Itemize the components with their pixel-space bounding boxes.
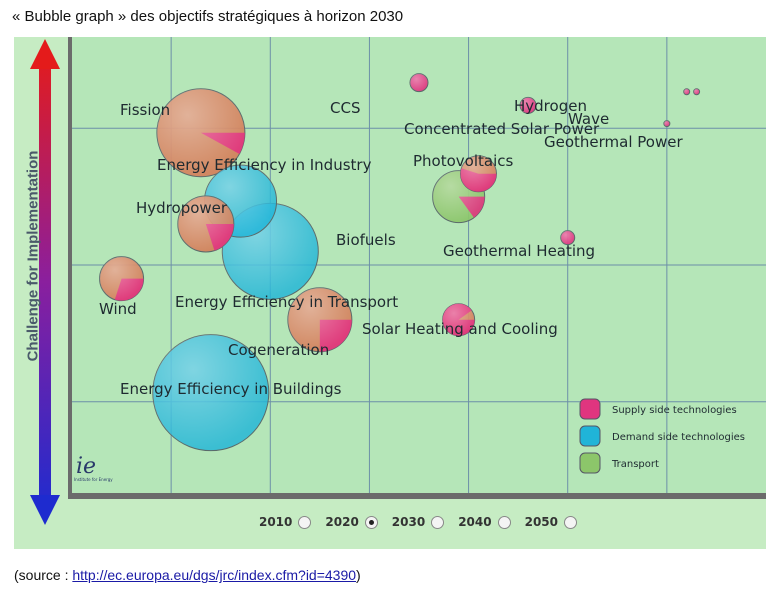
bubble-label: Energy Efficiency in Buildings [120, 380, 342, 398]
year-radio[interactable] [497, 515, 511, 529]
bubble-geothermal-power-highlight [663, 120, 670, 127]
bubble-label: Concentrated Solar Power [404, 120, 600, 138]
legend-swatch [579, 452, 601, 474]
bubble-cogeneration[interactable] [287, 287, 353, 353]
chart-legend: Supply side technologies Demand side tech… [579, 398, 745, 474]
bubble-concentrated-solar-power-highlight [520, 97, 537, 114]
bubble-geothermal-power[interactable] [663, 120, 671, 128]
bubble-wind-highlight [99, 256, 144, 301]
year-option-2030[interactable]: 2030 [391, 515, 445, 529]
year-bar-background [72, 499, 766, 549]
challenge-arrow-down-icon [30, 495, 60, 525]
year-option-2010[interactable]: 2010 [258, 515, 312, 529]
year-option-label: 2050 [524, 515, 559, 529]
chart-panel: Energy Efficiency in Buildings Energy Eff… [14, 37, 766, 549]
bubble-photovoltaics[interactable] [459, 155, 497, 193]
bubble-photovoltaics-highlight [460, 155, 497, 192]
bubble-label: Solar Heating and Cooling [362, 320, 558, 338]
y-axis-label: Challenge for Implementation [24, 101, 42, 411]
y-axis-line [68, 37, 72, 497]
bubble-label: Photovoltaics [413, 152, 513, 170]
bubble-chart: Energy Efficiency in Buildings Energy Eff… [14, 37, 766, 549]
year-option-2040[interactable]: 2040 [458, 515, 511, 529]
bubble-hydropower[interactable] [177, 195, 235, 253]
year-option-label: 2020 [325, 515, 359, 529]
bubble-label: Wave [568, 110, 609, 128]
bubble-solar-heating-and-cooling[interactable] [442, 303, 476, 337]
bubble-hydrogen[interactable] [683, 88, 691, 96]
bubble-label: Cogeneration [228, 341, 329, 359]
bubble-label: Wind [99, 300, 137, 318]
bubble-energy-efficiency-in-buildings-highlight [152, 334, 269, 451]
challenge-arrow-shaft [39, 51, 51, 513]
bubble-geothermal-heating-highlight [560, 230, 575, 245]
year-selector: 2010 2020 2030 2040 2050 [72, 497, 764, 547]
bubble-label: Biofuels [336, 231, 396, 249]
bubble-solar-heating-and-cooling-highlight [442, 303, 475, 336]
page-caption: « Bubble graph » des objectifs stratégiq… [12, 8, 404, 25]
legend-swatch [579, 398, 601, 420]
ie-logo-text: Institute for Energy [74, 477, 113, 482]
bubble-wave[interactable] [693, 88, 701, 96]
bubble-label: Energy Efficiency in Transport [175, 293, 398, 311]
bubble-fission[interactable] [156, 88, 246, 178]
year-radio[interactable] [564, 515, 578, 529]
bubble-labels-layer: Energy Efficiency in Buildings Energy Eff… [99, 97, 683, 398]
bubbles-layer [99, 73, 701, 452]
bubble-wave-highlight [693, 88, 700, 95]
source-suffix: ) [356, 567, 361, 583]
year-radio[interactable] [364, 515, 378, 529]
bubble-cogeneration-highlight [287, 287, 352, 352]
legend-label: Demand side technologies [612, 432, 745, 443]
year-option-label: 2010 [258, 515, 293, 529]
bubble-label: Hydrogen [514, 97, 587, 115]
source-prefix: (source : [14, 567, 73, 583]
bubble-label: Geothermal Power [544, 133, 683, 151]
year-radio[interactable] [431, 515, 445, 529]
legend-label: Supply side technologies [612, 405, 737, 416]
bubble-geothermal-heating[interactable] [560, 230, 576, 246]
bubble-fission-highlight [156, 88, 245, 177]
bubble-energy-efficiency-in-buildings[interactable] [152, 334, 270, 452]
bubble-ccs-highlight [410, 73, 428, 92]
source-link[interactable]: http://ec.europa.eu/dgs/jrc/index.cfm?id… [72, 567, 357, 583]
bubble-concentrated-solar-power[interactable] [519, 96, 537, 114]
bubble-label: Hydropower [136, 199, 228, 217]
bubble-hydrogen-highlight [683, 88, 690, 95]
bubble-hydropower-highlight [177, 195, 234, 252]
legend-label: Transport [611, 459, 659, 470]
bubble-label: Geothermal Heating [443, 242, 595, 260]
year-option-label: 2040 [458, 515, 492, 529]
bubble-label: CCS [330, 99, 360, 117]
year-option-label: 2030 [391, 515, 426, 529]
y-axis-label-text: Challenge for Implementation [24, 150, 42, 362]
year-radio[interactable] [298, 515, 312, 529]
bubble-label: Fission [120, 101, 170, 119]
bubble-wind[interactable] [99, 256, 145, 302]
bubble-label: Energy Efficiency in Industry [157, 156, 372, 174]
legend-swatch [579, 425, 601, 447]
challenge-arrow-up-icon [30, 39, 60, 69]
bubble-ccs[interactable] [409, 73, 429, 93]
x-axis-line [68, 493, 766, 499]
source-line: (source : http://ec.europa.eu/dgs/jrc/in… [14, 567, 361, 583]
year-option-2050[interactable]: 2050 [524, 515, 578, 529]
year-option-2020[interactable]: 2020 [325, 515, 378, 529]
ie-logo-mark: ie [76, 454, 96, 479]
ie-logo: ie Institute for Energy [74, 454, 113, 482]
